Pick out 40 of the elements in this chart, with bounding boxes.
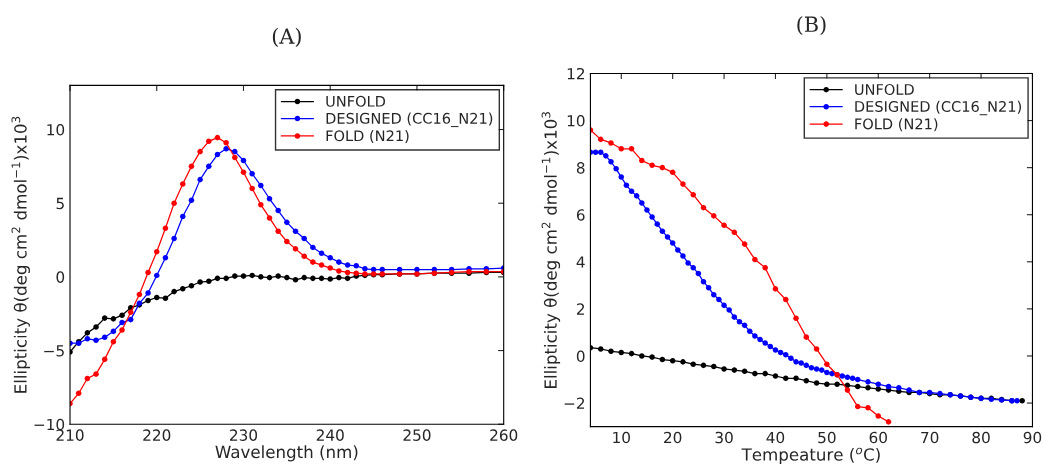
x-tick-label: 80 (972, 431, 990, 444)
x-axis-title: Tempeature ($^{o}$C) (741, 447, 880, 465)
x-axis-title: Wavelength (nm) (215, 445, 358, 462)
y-tick-label: 4 (576, 256, 585, 268)
chart-title: (B) (797, 15, 826, 36)
x-tick-label: 260 (490, 429, 518, 441)
x-tick-label: 10 (613, 431, 630, 444)
y-tick-label: 0 (576, 350, 585, 362)
y-axis-title: Ellipticity θ(deg cm$^{2}$ dmol$^{−1}$)x10$^{3}$ (541, 112, 561, 388)
x-tick-label: 30 (715, 431, 733, 444)
y-tick-label: −2 (564, 397, 585, 409)
y-tick-label: −10 (34, 418, 65, 431)
x-tick-label: 210 (56, 429, 84, 441)
legend-label: UNFOLD (855, 83, 914, 95)
x-tick-label: 90 (1023, 431, 1042, 444)
chart-title: (A) (272, 27, 301, 47)
y-tick-label: −5 (44, 345, 64, 357)
y-tick-label: 6 (576, 209, 585, 221)
legend-label: DESIGNED (CC16_N21) (855, 100, 1021, 116)
x-tick-label: 230 (230, 429, 258, 441)
x-tick-label: 20 (664, 431, 682, 444)
x-tick-label: 60 (869, 431, 887, 444)
x-tick-label: 70 (921, 431, 939, 444)
y-tick-label: 0 (56, 271, 65, 283)
x-tick-label: 220 (143, 429, 171, 441)
y-tick-label: 10 (567, 115, 585, 127)
x-tick-label: 250 (403, 429, 431, 441)
y-tick-label: 12 (567, 67, 585, 80)
y-tick-label: 8 (576, 162, 585, 174)
y-tick-label: 2 (576, 303, 585, 315)
x-tick-label: 50 (818, 431, 836, 444)
legend-label: FOLD (N21) (326, 130, 409, 143)
x-tick-label: 240 (316, 429, 344, 441)
y-tick-label: 5 (56, 197, 64, 210)
legend-label: UNFOLD (326, 95, 386, 107)
x-tick-label: 40 (766, 431, 785, 444)
y-tick-label: 10 (47, 123, 65, 136)
legend-label: FOLD (N21) (855, 118, 938, 132)
legend-label: DESIGNED (CC16_N21) (326, 112, 493, 128)
y-axis-title: Ellipticity θ(deg cm$^{2}$ dmol$^{−1}$)x10$^{3}$ (11, 116, 30, 393)
